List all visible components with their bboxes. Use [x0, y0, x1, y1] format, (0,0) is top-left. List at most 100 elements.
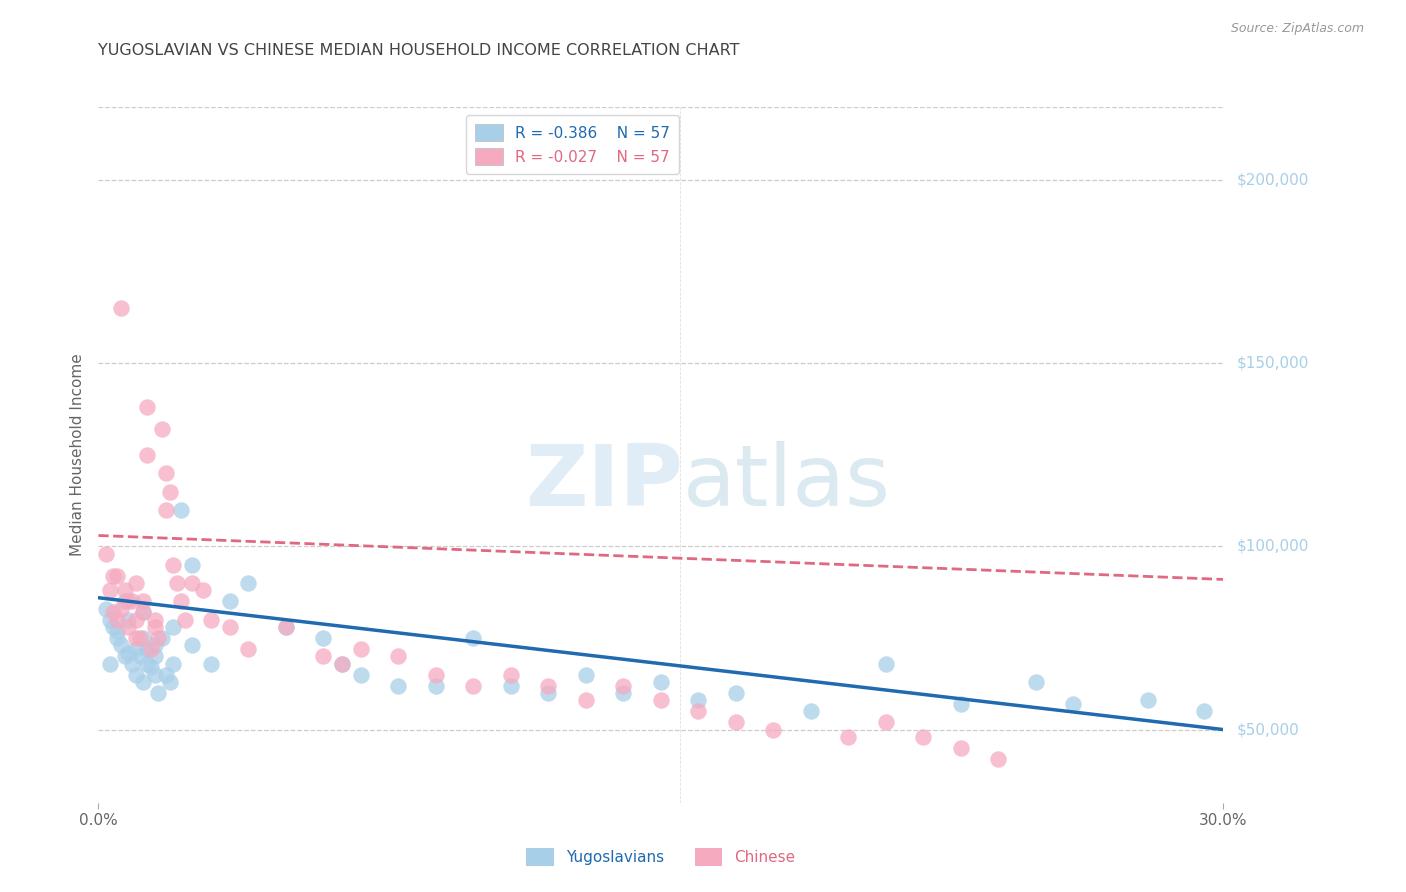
Point	[875, 715, 897, 730]
Point	[949, 697, 972, 711]
Point	[143, 649, 166, 664]
Point	[143, 638, 166, 652]
Point	[132, 606, 155, 620]
Point	[136, 448, 159, 462]
Point	[143, 613, 166, 627]
Point	[173, 613, 195, 627]
Text: $50,000: $50,000	[1237, 722, 1301, 737]
Point	[274, 620, 297, 634]
Point	[463, 631, 485, 645]
Point	[121, 657, 143, 671]
Point	[200, 613, 222, 627]
Point	[837, 730, 859, 744]
Point	[136, 401, 159, 415]
Point	[132, 606, 155, 620]
Point	[162, 620, 184, 634]
Point	[105, 624, 128, 638]
Point	[94, 547, 117, 561]
Point	[103, 606, 125, 620]
Point	[688, 704, 710, 718]
Point	[110, 601, 132, 615]
Text: YUGOSLAVIAN VS CHINESE MEDIAN HOUSEHOLD INCOME CORRELATION CHART: YUGOSLAVIAN VS CHINESE MEDIAN HOUSEHOLD …	[98, 43, 740, 58]
Point	[181, 576, 204, 591]
Point	[128, 649, 150, 664]
Point	[218, 620, 240, 634]
Point	[159, 675, 181, 690]
Point	[537, 679, 560, 693]
Point	[105, 568, 128, 582]
Point	[155, 467, 177, 481]
Point	[143, 620, 166, 634]
Point	[425, 667, 447, 681]
Point	[312, 631, 335, 645]
Point	[136, 657, 159, 671]
Point	[218, 594, 240, 608]
Point	[166, 576, 188, 591]
Point	[117, 646, 139, 660]
Point	[117, 620, 139, 634]
Point	[98, 583, 121, 598]
Point	[949, 740, 972, 755]
Point	[312, 649, 335, 664]
Point	[110, 301, 132, 316]
Point	[987, 752, 1010, 766]
Point	[117, 613, 139, 627]
Point	[125, 667, 148, 681]
Point	[688, 693, 710, 707]
Point	[499, 667, 522, 681]
Point	[98, 657, 121, 671]
Point	[114, 649, 136, 664]
Point	[387, 649, 409, 664]
Point	[103, 568, 125, 582]
Point	[110, 638, 132, 652]
Point	[114, 594, 136, 608]
Point	[1025, 675, 1047, 690]
Point	[499, 679, 522, 693]
Legend: Yugoslavians, Chinese: Yugoslavians, Chinese	[520, 842, 801, 871]
Point	[724, 686, 747, 700]
Point	[575, 693, 598, 707]
Point	[94, 601, 117, 615]
Point	[1137, 693, 1160, 707]
Point	[387, 679, 409, 693]
Point	[132, 631, 155, 645]
Point	[150, 422, 173, 436]
Point	[162, 558, 184, 572]
Point	[159, 484, 181, 499]
Point	[128, 631, 150, 645]
Point	[105, 613, 128, 627]
Point	[181, 638, 204, 652]
Point	[425, 679, 447, 693]
Point	[912, 730, 935, 744]
Point	[762, 723, 785, 737]
Point	[238, 576, 260, 591]
Point	[98, 613, 121, 627]
Point	[155, 503, 177, 517]
Point	[121, 594, 143, 608]
Point	[125, 631, 148, 645]
Text: $150,000: $150,000	[1237, 356, 1309, 371]
Point	[162, 657, 184, 671]
Point	[132, 594, 155, 608]
Point	[170, 594, 193, 608]
Point	[463, 679, 485, 693]
Point	[103, 620, 125, 634]
Text: ZIP: ZIP	[526, 442, 683, 524]
Text: $100,000: $100,000	[1237, 539, 1309, 554]
Point	[125, 642, 148, 657]
Text: $200,000: $200,000	[1237, 173, 1309, 188]
Point	[650, 675, 672, 690]
Point	[875, 657, 897, 671]
Point	[330, 657, 353, 671]
Point	[105, 631, 128, 645]
Point	[1062, 697, 1084, 711]
Point	[125, 576, 148, 591]
Point	[724, 715, 747, 730]
Point	[136, 642, 159, 657]
Point	[1194, 704, 1216, 718]
Point	[350, 642, 373, 657]
Point	[181, 558, 204, 572]
Point	[139, 642, 162, 657]
Point	[148, 686, 170, 700]
Point	[114, 583, 136, 598]
